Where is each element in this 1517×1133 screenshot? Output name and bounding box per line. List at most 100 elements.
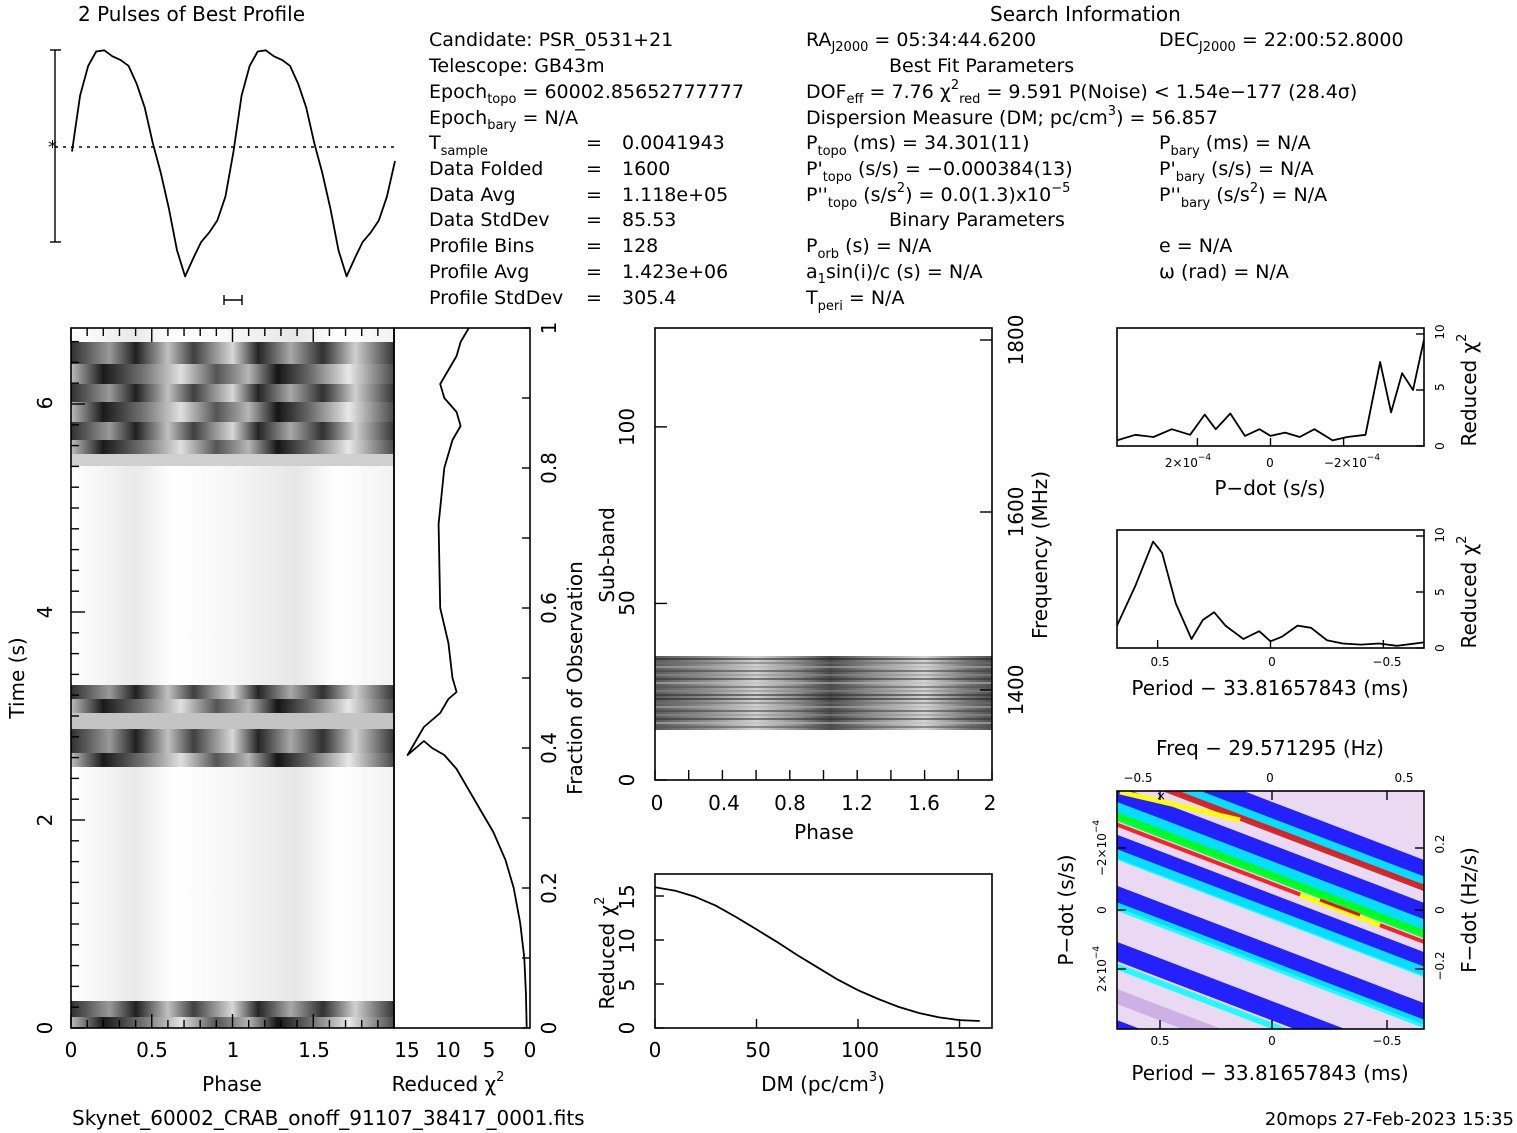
map-y-label: P−dot (s/s) xyxy=(1054,854,1078,965)
profile-avg-label: Profile Avg xyxy=(429,261,529,283)
dm-x-tick-3: 150 xyxy=(944,1038,982,1062)
map-stripe xyxy=(1117,989,1222,1029)
period-x-tick-1: 0 xyxy=(1268,655,1276,669)
data-avg-label: Data Avg xyxy=(429,184,516,206)
map-x-tick-0: 0.5 xyxy=(1150,1034,1169,1048)
tp-y-tick-2: 4 xyxy=(33,606,57,619)
time-chi2-curve xyxy=(406,327,528,1029)
candidate-line: Candidate: PSR_0531+21 xyxy=(429,29,673,51)
pbary-value: N/A xyxy=(1277,132,1311,154)
dm-x-tick-0: 0 xyxy=(649,1038,662,1062)
map-stripe xyxy=(1117,801,1424,939)
subband-row xyxy=(655,698,992,700)
map-y-tick-2: −2×10−4 xyxy=(1092,820,1109,877)
subband-row xyxy=(655,670,992,672)
period-y-tick-2: 10 xyxy=(1433,527,1447,542)
tc-right-tick-5: 1 xyxy=(537,322,561,335)
sb-right-tick-2: 1800 xyxy=(1004,315,1028,366)
pdot-y-tick-0: 0 xyxy=(1433,442,1447,450)
omega-value: N/A xyxy=(1255,261,1289,283)
period-frame xyxy=(1116,529,1425,649)
subband-ticks xyxy=(654,339,993,781)
dm-x-tick-2: 100 xyxy=(841,1038,879,1062)
porb-value: N/A xyxy=(898,235,932,257)
time-chi2-ticks xyxy=(522,327,530,1029)
subband-phase-plot: 0 0.4 0.8 1.2 1.6 2 Phase 0 50 100 Sub-b… xyxy=(595,315,1052,844)
subband-row xyxy=(655,710,992,712)
map-best-marker: × xyxy=(1156,789,1166,803)
tc-right-tick-3: 0.6 xyxy=(537,592,561,624)
epoch-topo-value: 60002.85652777777 xyxy=(544,81,743,103)
ptopo-line: Ptopo (ms) = 34.301(11) xyxy=(806,132,1030,159)
pdot-curve xyxy=(1116,339,1425,442)
time-phase-x-ticks xyxy=(70,328,395,1028)
map-right-tick-1: 0 xyxy=(1433,906,1447,914)
map-top-tick-0: −0.5 xyxy=(1123,771,1152,785)
map-top-tick-1: 0 xyxy=(1266,771,1274,785)
profile-stddev-label: Profile StdDev xyxy=(429,287,563,309)
binary-title: Binary Parameters xyxy=(889,209,1065,231)
period-y-tick-0: 0 xyxy=(1433,644,1447,652)
pddtopo-value: 0.0(1.3)x10 xyxy=(941,184,1052,206)
map-x-tick-1: 0 xyxy=(1268,1034,1276,1048)
pdbary-line: P'bary (s/s) = N/A xyxy=(1159,158,1314,185)
subband-row xyxy=(655,726,992,728)
map-stripe xyxy=(1170,791,1424,888)
omega-line: ω (rad) = N/A xyxy=(1159,261,1289,283)
filename-text: Skynet_60002_CRAB_onoff_91107_38417_0001… xyxy=(72,1106,585,1130)
map-stripe xyxy=(1117,822,1424,945)
subband-row xyxy=(655,674,992,676)
tp-x-tick-3: 1.5 xyxy=(298,1038,330,1062)
subband-row xyxy=(655,714,992,716)
pdtopo-line: P'topo (s/s) = −0.000384(13) xyxy=(806,158,1073,185)
time-phase-plot: 0 0.5 1 1.5 Phase 0 2 4 6 Time (s) xyxy=(5,327,395,1096)
pdbary-value: N/A xyxy=(1280,158,1314,180)
dm-y-tick-2: 10 xyxy=(615,928,639,953)
pdot-frame xyxy=(1116,327,1425,447)
map-stripe xyxy=(1162,791,1424,892)
profile-avg-value: 1.423e+06 xyxy=(622,261,728,283)
tc-x-tick-2: 5 xyxy=(483,1038,496,1062)
data-stddev-value: 85.53 xyxy=(622,209,676,231)
subband-row xyxy=(655,682,992,684)
map-stripe xyxy=(1117,902,1424,1029)
subband-row xyxy=(655,662,992,664)
map-stripe xyxy=(1117,885,1424,1025)
tc-x-tick-0: 15 xyxy=(394,1038,419,1062)
map-x-label: Period − 33.81657843 (ms) xyxy=(1131,1061,1408,1085)
footer-timestamp: 20mops 27-Feb-2023 15:35 xyxy=(1265,1109,1514,1130)
pnoise-value: < 1.54e−177 xyxy=(1154,81,1282,103)
search-title: Search Information xyxy=(990,2,1181,26)
dm-ticks xyxy=(654,895,961,1029)
pdot-ticks xyxy=(1196,333,1424,447)
map-top-tick-2: 0.5 xyxy=(1394,771,1413,785)
map-stripe xyxy=(1117,812,1424,939)
svg-text:=: = xyxy=(586,287,602,309)
tp-y-tick-1: 2 xyxy=(33,814,57,827)
period-x-label: Period − 33.81657843 (ms) xyxy=(1131,676,1408,700)
dm-y-tick-0: 0 xyxy=(615,1022,639,1035)
sb-x-tick-4: 1.6 xyxy=(908,791,940,815)
profile-curve xyxy=(71,49,396,278)
sb-x-tick-3: 1.2 xyxy=(841,791,873,815)
map-title: Freq − 29.571295 (Hz) xyxy=(1156,736,1384,760)
subband-row xyxy=(655,690,992,692)
period-curve xyxy=(1116,540,1425,647)
map-hot-ridge xyxy=(1119,791,1241,823)
pdot-y-tick-2: 10 xyxy=(1433,324,1447,339)
pdot-period-map: Freq − 29.571295 (Hz) −0.5 0 0.5 × 0.5 0… xyxy=(1054,736,1481,1085)
pdot-x-tick-2: −2×10−4 xyxy=(1324,453,1381,470)
map-y-tick-1: 0 xyxy=(1095,906,1109,914)
tc-x-tick-3: 0 xyxy=(524,1038,537,1062)
pdot-x-label: P−dot (s/s) xyxy=(1214,476,1325,500)
tsample-line: Tsample xyxy=(428,132,488,159)
period-x-tick-0: 0.5 xyxy=(1150,655,1169,669)
chi2-value: 9.591 xyxy=(1008,81,1062,103)
sb-x-tick-1: 0.4 xyxy=(708,791,740,815)
tc-right-tick-0: 0 xyxy=(537,1022,561,1035)
time-phase-y-ticks xyxy=(71,340,85,1029)
sb-right-tick-1: 1600 xyxy=(1004,487,1028,538)
dof-line: DOFeff = 7.76 χ2red = 9.591 P(Noise) < 1… xyxy=(806,78,1357,107)
pbary-line: Pbary (ms) = N/A xyxy=(1159,132,1311,159)
